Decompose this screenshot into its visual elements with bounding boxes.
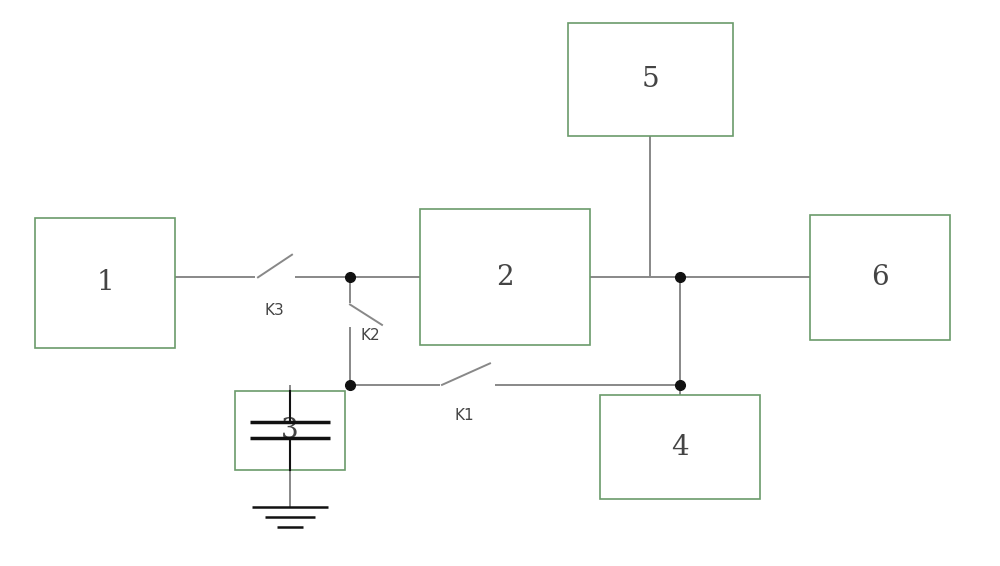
Bar (600, 395, 760, 500)
Text: 6: 6 (871, 264, 889, 291)
Bar (235, 391, 345, 470)
Bar (420, 209, 590, 345)
Text: 2: 2 (496, 264, 514, 291)
Text: K3: K3 (265, 303, 285, 318)
Text: K1: K1 (455, 408, 475, 423)
Bar (568, 23, 732, 136)
Text: 1: 1 (96, 269, 114, 297)
Text: K2: K2 (360, 328, 380, 344)
Bar (35, 218, 175, 348)
Text: 5: 5 (641, 66, 659, 93)
Text: 4: 4 (671, 434, 689, 461)
Text: 3: 3 (281, 417, 299, 444)
Bar (810, 215, 950, 340)
